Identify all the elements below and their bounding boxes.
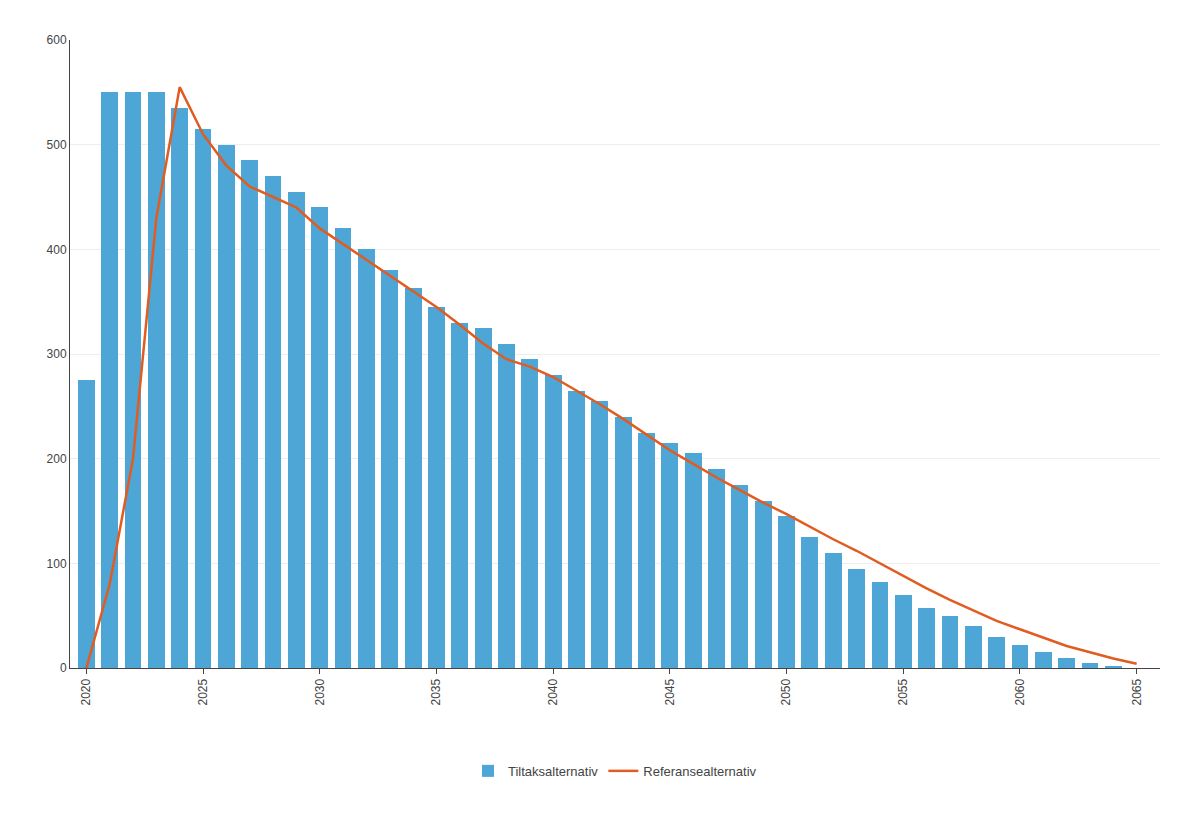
svg-text:400: 400	[47, 243, 67, 257]
svg-text:600: 600	[47, 33, 67, 47]
svg-text:2025: 2025	[196, 678, 210, 705]
svg-text:2030: 2030	[313, 678, 327, 705]
svg-text:Referansealternativ: Referansealternativ	[643, 764, 756, 779]
svg-text:500: 500	[47, 138, 67, 152]
svg-text:Tiltaksalternativ: Tiltaksalternativ	[508, 764, 598, 779]
svg-text:0: 0	[60, 661, 67, 675]
svg-text:2060: 2060	[1013, 678, 1027, 705]
svg-text:300: 300	[47, 347, 67, 361]
svg-text:2020: 2020	[79, 678, 93, 705]
svg-text:2050: 2050	[779, 678, 793, 705]
svg-text:2035: 2035	[429, 678, 443, 705]
svg-text:100: 100	[47, 557, 67, 571]
svg-text:2065: 2065	[1130, 678, 1144, 705]
svg-text:2045: 2045	[663, 678, 677, 705]
svg-text:2055: 2055	[896, 678, 910, 705]
svg-text:2040: 2040	[546, 678, 560, 705]
svg-text:200: 200	[47, 452, 67, 466]
